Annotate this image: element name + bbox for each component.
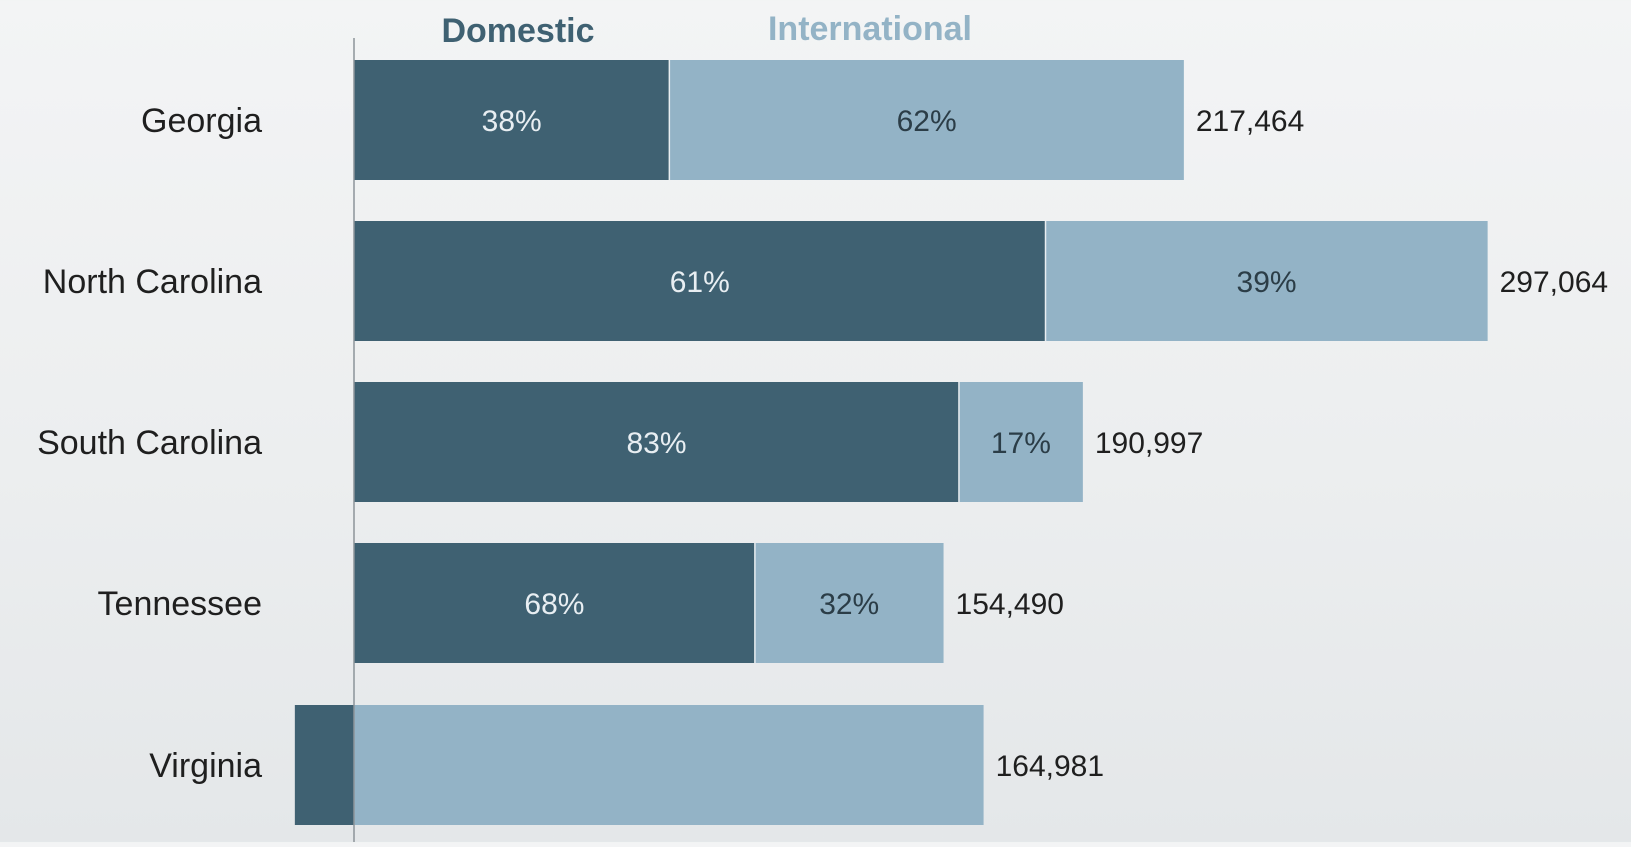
category-label: Georgia xyxy=(141,102,262,140)
total-label: 164,981 xyxy=(996,750,1104,783)
total-label: 217,464 xyxy=(1196,105,1304,138)
bar-international xyxy=(958,382,1083,502)
bar-domestic xyxy=(354,382,959,502)
legend-domestic: Domestic xyxy=(441,12,594,50)
data-label-domestic: 68% xyxy=(524,588,584,621)
bar-international xyxy=(1045,221,1488,341)
legend-international: International xyxy=(768,10,972,48)
data-label-domestic: 61% xyxy=(670,266,730,299)
data-label-international: 39% xyxy=(1237,266,1297,299)
data-label-international: 62% xyxy=(897,105,957,138)
category-label: South Carolina xyxy=(37,424,262,462)
bar-domestic xyxy=(354,221,1046,341)
bar-international xyxy=(354,705,984,825)
category-label: Tennessee xyxy=(98,585,262,623)
total-label: 190,997 xyxy=(1095,427,1203,460)
bar-domestic xyxy=(294,705,354,825)
bar-international xyxy=(669,60,1184,180)
category-label: North Carolina xyxy=(43,263,262,301)
data-label-international: 32% xyxy=(819,588,879,621)
bar-domestic xyxy=(354,543,755,663)
data-label-international: 17% xyxy=(991,427,1051,460)
bar-domestic xyxy=(354,60,670,180)
total-label: 154,490 xyxy=(956,588,1064,621)
data-label-domestic: 38% xyxy=(482,105,542,138)
category-label: Virginia xyxy=(149,747,262,785)
data-label-domestic: 83% xyxy=(626,427,686,460)
total-label: 297,064 xyxy=(1500,266,1608,299)
bar-international xyxy=(754,543,944,663)
